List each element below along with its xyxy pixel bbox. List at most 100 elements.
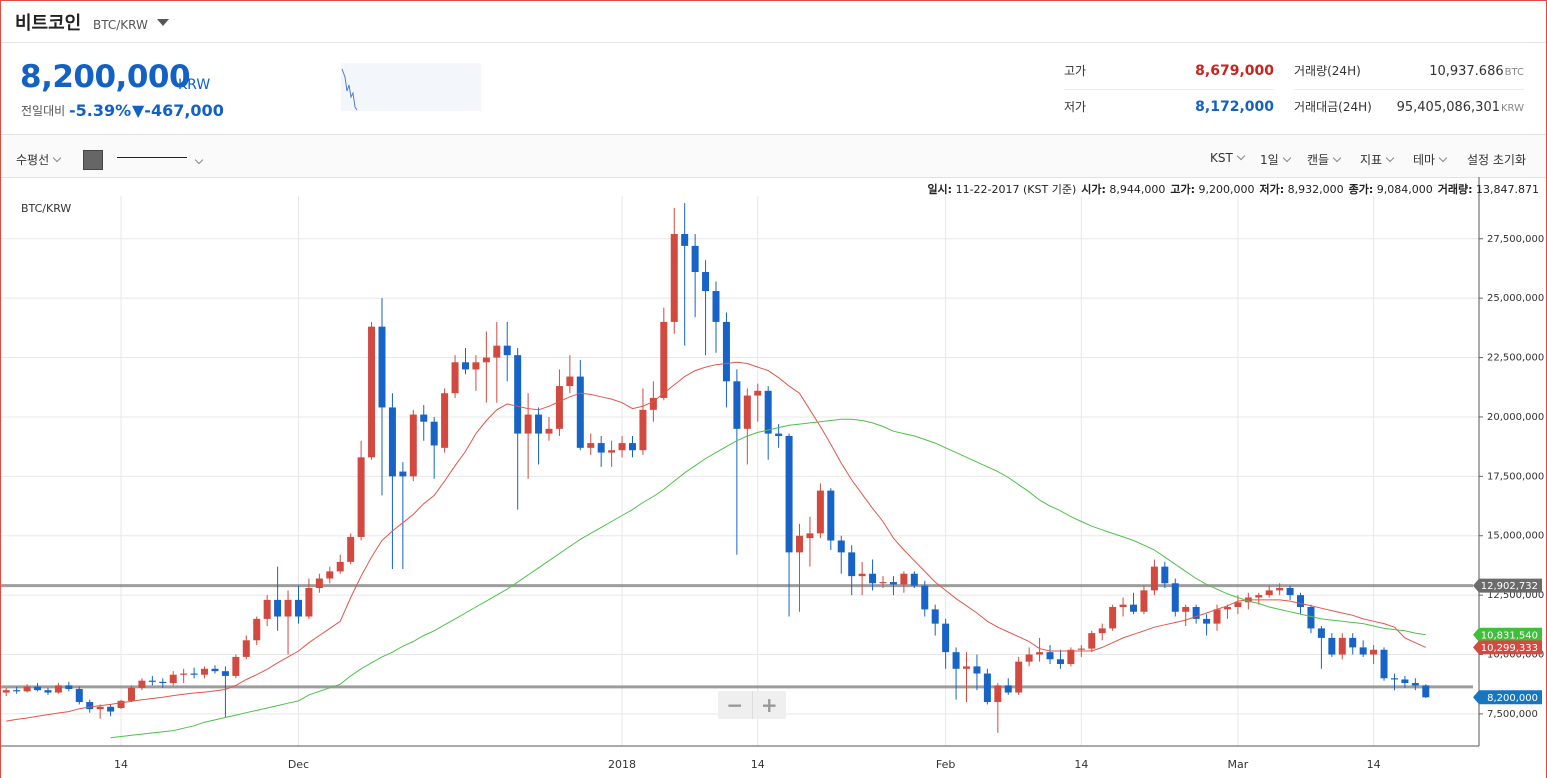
candle-body: [952, 652, 960, 669]
candle-body: [848, 552, 856, 577]
candle-body: [221, 671, 229, 676]
separator: [1294, 89, 1524, 90]
candle-body: [211, 668, 219, 672]
candle-body: [733, 381, 741, 429]
info-label: 일시:: [927, 183, 953, 196]
candle-body: [1213, 609, 1221, 624]
candle-body: [994, 685, 1002, 703]
chart-label: BTC/KRW: [21, 202, 72, 215]
candle-body: [712, 291, 720, 322]
candle-body: [138, 680, 146, 688]
line-style-dropdown[interactable]: [191, 151, 204, 170]
y-tick-label: 7,500,000: [1487, 709, 1538, 720]
coin-name[interactable]: 비트코인: [15, 13, 82, 34]
candle-body: [879, 582, 887, 584]
candle-body: [649, 397, 657, 410]
candle-body: [1088, 633, 1096, 649]
sparkline: [341, 63, 481, 111]
candle-body: [315, 578, 323, 589]
candle-body: [1297, 595, 1305, 608]
separator: [1064, 89, 1274, 90]
stat-value: 8,679,000: [1195, 63, 1274, 79]
candle-body: [399, 471, 407, 477]
candle-body: [1370, 649, 1378, 655]
info-label: 거래량:: [1437, 183, 1473, 196]
candle-body: [253, 618, 261, 641]
candle-body: [347, 536, 355, 562]
candle-body: [942, 623, 950, 653]
toolbar-text: 테마: [1413, 153, 1436, 167]
moving-average: [6, 361, 1427, 722]
candle-body: [816, 490, 824, 534]
candle-body: [1150, 566, 1158, 591]
candle-body: [65, 685, 73, 689]
candle-body: [503, 345, 511, 356]
candle-body: [1349, 637, 1357, 648]
toolbar-item[interactable]: 테마: [1413, 151, 1448, 168]
toolbar-item[interactable]: 캔들: [1307, 151, 1342, 168]
line-style[interactable]: [117, 157, 187, 158]
candle-body: [472, 362, 480, 370]
market-header: 비트코인 BTC/KRW: [1, 1, 1546, 43]
chart: 7,500,000 10,000,000 12,500,000 15,000,000 1…: [1, 177, 1544, 771]
toolbar-item[interactable]: KST: [1210, 151, 1246, 165]
candle-body: [1046, 652, 1054, 660]
candle-body: [1192, 607, 1200, 619]
color-swatch[interactable]: [83, 150, 103, 170]
candle-body: [117, 700, 125, 708]
stat-number: 95,405,086,301: [1396, 100, 1500, 115]
candle-body: [931, 609, 939, 624]
candle-body: [524, 414, 532, 434]
price-tag: [1473, 578, 1542, 593]
candle-body: [535, 414, 543, 434]
candle-body: [681, 234, 689, 246]
candle-body: [1161, 566, 1169, 584]
candle-body: [232, 656, 240, 676]
candle-body: [691, 245, 699, 273]
candle-body: [858, 573, 866, 577]
candle-body: [566, 376, 574, 387]
candle-body: [806, 533, 814, 539]
change-amount: ▼-467,000: [132, 101, 224, 120]
toolbar-item[interactable]: 수평선: [16, 151, 62, 168]
candle-body: [430, 421, 438, 446]
candle-body: [336, 561, 344, 572]
toolbar-item[interactable]: 설정 초기화: [1467, 151, 1526, 168]
candle-body: [900, 573, 908, 585]
candle-body: [869, 573, 877, 584]
candle-body: [963, 666, 971, 669]
stat-number: 10,937.686: [1429, 64, 1504, 79]
y-tick-label: 15,000,000: [1487, 531, 1544, 542]
zoom-out[interactable]: −: [726, 693, 744, 717]
toolbar-item[interactable]: 1일: [1260, 151, 1291, 168]
candle-body: [284, 599, 292, 617]
x-tick-label: 2018: [608, 758, 636, 771]
candle-body: [1015, 661, 1023, 693]
zoom-controls: − +: [718, 691, 786, 719]
zoom-in[interactable]: +: [751, 691, 787, 719]
y-tick-label: 12,500,000: [1487, 590, 1544, 601]
candle-body: [451, 362, 459, 394]
candle-body: [743, 395, 751, 429]
candle-body: [1422, 685, 1430, 698]
candle-body: [1109, 607, 1117, 629]
candle-body: [639, 409, 647, 451]
pair[interactable]: BTC/KRW: [93, 18, 148, 32]
candle-body: [409, 414, 417, 477]
candle-body: [1390, 678, 1398, 680]
candle-body: [1056, 659, 1064, 665]
market-dropdown[interactable]: [157, 19, 169, 26]
candle-body: [1077, 648, 1085, 650]
candle-body: [378, 326, 386, 408]
candle-body: [796, 535, 804, 553]
x-tick-label: 14: [114, 758, 128, 771]
stat-label: 거래량(24H): [1294, 64, 1361, 78]
candle-body: [702, 272, 710, 292]
candle-body: [1411, 683, 1419, 686]
candle-body: [1401, 679, 1409, 684]
toolbar-item[interactable]: 지표: [1360, 151, 1395, 168]
candle-body: [597, 443, 605, 453]
x-tick-label: Dec: [288, 758, 309, 771]
info-value: 13,847.871: [1476, 183, 1539, 196]
candle-body: [827, 490, 835, 541]
